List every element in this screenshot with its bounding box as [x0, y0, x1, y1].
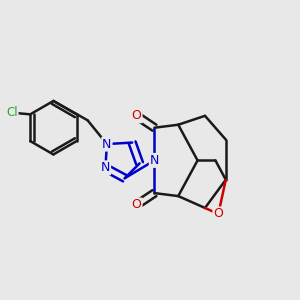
Text: O: O [132, 199, 142, 212]
Text: Cl: Cl [6, 106, 18, 119]
Text: O: O [132, 109, 142, 122]
Text: N: N [101, 161, 110, 174]
Text: N: N [102, 138, 112, 151]
Text: O: O [213, 207, 223, 220]
Text: N: N [150, 154, 159, 167]
